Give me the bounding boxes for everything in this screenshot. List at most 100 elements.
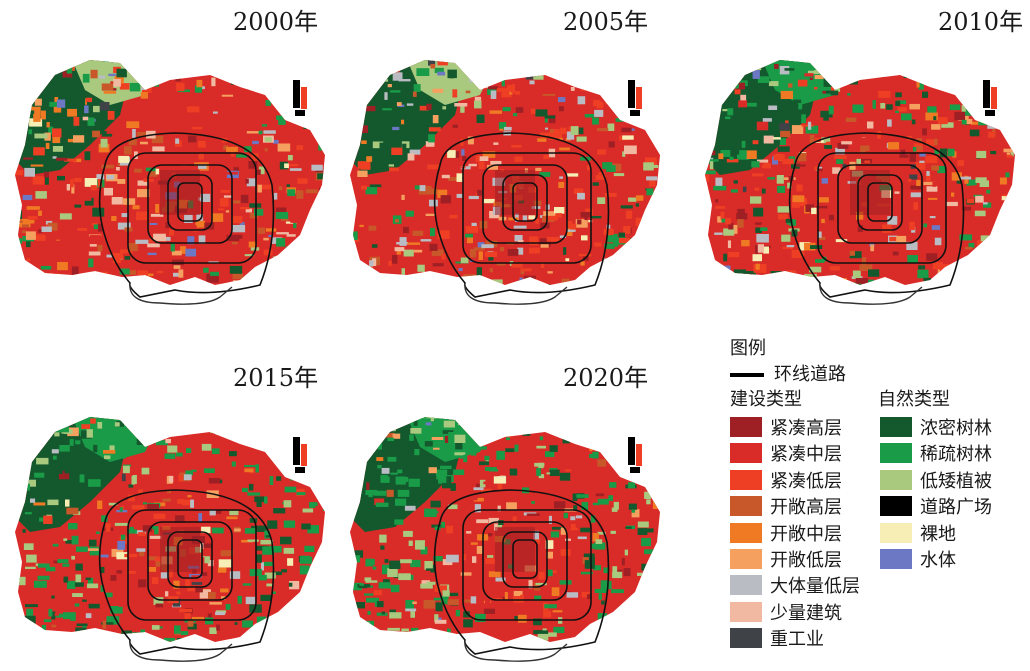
land-use-patch [326,456,338,460]
land-use-patch [606,423,617,430]
land-use-patch [92,130,100,138]
land-use-patch [615,118,626,122]
land-use-patch [19,442,24,447]
land-use-patch [546,472,551,475]
land-use-patch [74,582,84,587]
land-use-patch [817,236,826,240]
land-use-patch [387,456,397,462]
legend-swatch [730,575,762,596]
land-use-patch [667,504,675,507]
land-use-patch [38,563,50,568]
land-use-patch [192,126,203,130]
land-use-patch [555,213,562,218]
land-use-patch [427,164,441,170]
land-use-patch [997,54,1004,60]
land-use-patch [384,92,388,100]
land-use-patch [372,566,377,570]
land-use-patch [237,433,246,442]
land-use-patch [447,599,459,606]
airport-area [293,437,307,473]
land-use-patch [460,456,464,459]
land-use-patch [225,432,238,439]
land-use-patch [611,432,616,437]
land-use-patch [434,619,447,624]
legend-item: 紧凑低层 [730,467,860,493]
legend-item: 开敞中层 [730,520,860,546]
land-use-patch [920,60,927,61]
land-use-patch [937,117,948,125]
land-use-patch [63,538,68,541]
land-use-patch [999,177,1007,185]
land-use-patch [276,232,289,235]
map-2020 [350,417,675,662]
land-use-patch [505,51,517,55]
land-use-patch [201,572,208,576]
land-use-patch [732,80,739,89]
land-use-patch [414,298,417,301]
land-use-patch [352,467,357,474]
land-use-patch [37,575,50,580]
land-use-patch [428,134,435,143]
land-use-patch [524,275,536,283]
land-use-patch [545,127,549,130]
land-use-patch [51,449,59,454]
land-use-patch [630,237,642,246]
land-use-patch [775,291,780,297]
land-use-patch [16,600,22,605]
land-use-patch [352,602,365,609]
land-use-patch [53,560,61,564]
land-use-patch [175,75,181,82]
land-use-patch [756,121,769,131]
land-use-patch [57,262,68,271]
land-use-patch [215,610,227,613]
land-use-patch [144,644,153,652]
land-use-patch [74,190,84,198]
land-use-patch [34,133,48,139]
land-use-patch [142,87,152,93]
land-use-patch [529,66,539,69]
land-use-patch [603,228,614,236]
land-use-patch [127,270,137,275]
land-use-patch [288,258,298,261]
land-use-patch [815,149,824,156]
land-use-patch [951,172,962,181]
land-use-patch [66,507,79,515]
land-use-patch [720,150,731,157]
land-use-patch [654,490,660,499]
land-use-patch [247,539,259,542]
land-use-patch [857,132,869,138]
land-use-patch [612,625,620,633]
land-use-patch [244,254,255,257]
land-use-patch [86,429,93,438]
land-use-patch [887,119,892,127]
land-use-patch [88,258,94,268]
land-use-patch [859,264,873,271]
land-use-patch [264,496,268,504]
land-use-patch [973,122,985,129]
land-use-patch [73,158,82,163]
land-use-patch [488,417,493,421]
land-use-patch [441,174,450,179]
land-use-patch [529,236,539,246]
land-use-patch [856,158,861,164]
land-use-patch [460,106,465,113]
land-use-patch [1001,228,1014,232]
land-use-patch [603,567,609,574]
land-use-patch [925,155,938,164]
land-use-patch [156,270,164,274]
land-use-patch [896,235,907,244]
land-use-patch [484,431,490,437]
land-use-patch [592,502,600,506]
land-use-patch [243,651,249,655]
land-use-patch [560,297,565,305]
land-use-patch [350,105,356,115]
land-use-patch [467,425,477,432]
land-use-patch [968,179,977,186]
land-use-patch [643,421,647,430]
land-use-patch [623,618,627,626]
land-use-patch [741,140,746,148]
legend-label: 少量建筑 [770,602,842,624]
land-use-patch [327,642,339,648]
land-use-patch [216,624,220,631]
land-use-patch [559,147,570,151]
